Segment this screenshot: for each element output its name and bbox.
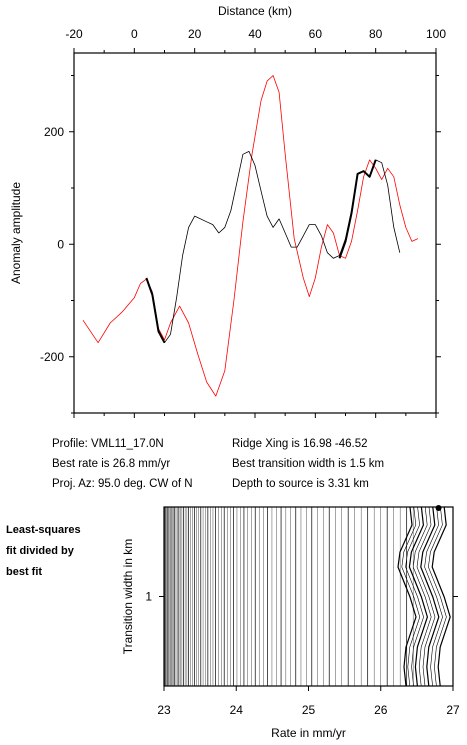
bold-fit-segment: [338, 159, 377, 259]
contour-line: [405, 507, 424, 686]
series-line: [82, 75, 419, 397]
profile-text: Profile: VML11_17.0N: [52, 438, 164, 450]
sidebar-label-line: best fit: [6, 566, 43, 578]
ridge-crossing-text: Ridge Xing is 16.98 -46.52: [232, 438, 368, 450]
contour-line: [428, 507, 447, 686]
contour-line: [408, 507, 429, 686]
contour-line: [431, 507, 451, 686]
series-line: [146, 150, 401, 344]
y-tick-label: -200: [40, 350, 64, 364]
y-tick-label: 0: [57, 237, 64, 251]
transition-width-text: Best transition width is 1.5 km: [232, 458, 385, 470]
contour-line: [416, 507, 436, 686]
x-tick-label: -20: [65, 27, 83, 41]
contour-line: [397, 507, 417, 686]
x-tick-label: 40: [248, 27, 262, 41]
y-tick-label: 200: [44, 125, 64, 139]
source-depth-text: Depth to source is 3.31 km: [232, 478, 369, 490]
x-tick-label: 27: [446, 703, 460, 717]
x-tick-label: 0: [131, 27, 138, 41]
x-tick-label: 23: [157, 703, 171, 717]
x-tick-label: 20: [188, 27, 202, 41]
x-tick-label: 80: [369, 27, 383, 41]
contour-lines: [164, 507, 451, 686]
contour-line: [401, 507, 421, 686]
x-tick-label: 26: [374, 703, 388, 717]
contour-line: [424, 507, 443, 686]
projection-azimuth-text: Proj. Az: 95.0 deg. CW of N: [52, 478, 193, 490]
x-tick-label: 60: [309, 27, 323, 41]
contour-line: [420, 507, 440, 686]
best-fit-marker: [435, 505, 442, 511]
x-tick-label: 100: [426, 27, 446, 41]
sidebar-label: Least-squares fit divided by best fit: [6, 520, 81, 583]
x-tick-label: 24: [230, 703, 244, 717]
plot-frame: [163, 506, 454, 687]
sidebar-label-line: Least-squares: [6, 524, 81, 536]
sidebar-label-line: fit divided by: [6, 545, 74, 557]
contour-line: [412, 507, 432, 686]
x-tick-label: 25: [302, 703, 316, 717]
best-rate-text: Best rate is 26.8 mm/yr: [52, 458, 171, 470]
x-axis-label: Rate in mm/yr: [271, 726, 346, 740]
y-axis-label: Transition width in km: [121, 539, 135, 655]
x-axis-label: Distance (km): [218, 4, 292, 18]
plot-frame: [73, 52, 437, 414]
bold-fit-segment: [145, 277, 166, 344]
y-axis-label: Anomaly amplitude: [9, 182, 23, 284]
y-tick-label: 1: [145, 590, 152, 604]
